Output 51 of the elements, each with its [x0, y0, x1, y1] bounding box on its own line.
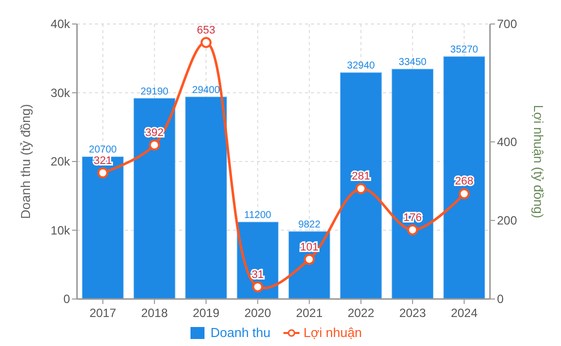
bar [185, 96, 227, 300]
x-tick-label: 2017 [89, 306, 116, 320]
point [200, 36, 212, 48]
point [407, 224, 418, 236]
y2-tick-label: 400 [497, 135, 518, 150]
data-label: 33450 [398, 57, 427, 68]
data-label: 176 [403, 212, 422, 224]
data-label: 32940 [347, 60, 376, 72]
y2-tick-label: 700 [497, 17, 518, 32]
x-tick-label: 2024 [450, 306, 478, 320]
data-label: 653 [196, 24, 216, 36]
y2-tick-label: 200 [497, 214, 518, 228]
x-tick-label: 2022 [348, 306, 375, 320]
data-label: 29400 [192, 84, 220, 96]
data-label: 20700 [88, 144, 118, 156]
point [252, 281, 264, 292]
x-tick-label: 2019 [192, 306, 220, 320]
x-tick-label: 2023 [399, 306, 426, 320]
data-label: 321 [94, 154, 112, 167]
data-label: 31 [252, 268, 264, 281]
legend-label: Doanh thu [210, 325, 270, 340]
y-tick-label: 30k [50, 86, 71, 100]
y-tick-label: 40k [50, 17, 71, 32]
y2-tick-label: 0 [497, 292, 504, 306]
data-label: 268 [455, 176, 474, 188]
legend-label: Lợi nhuận [304, 325, 362, 340]
y-tick-label: 0 [63, 292, 70, 306]
point [458, 188, 470, 200]
point [355, 183, 366, 194]
x-tick-label: 2020 [244, 306, 272, 320]
data-label: 9822 [298, 219, 321, 230]
x-tick-label: 2018 [141, 306, 168, 320]
y-tick-label: 20k [50, 154, 71, 169]
data-label: 281 [352, 170, 370, 183]
bar [236, 222, 279, 300]
point [148, 140, 160, 150]
y-axis-title: Doanh thu (tỷ đồng) [18, 104, 33, 219]
x-tick-label: 2021 [296, 306, 323, 320]
data-label: 101 [300, 241, 318, 254]
bar [134, 98, 176, 300]
bar [443, 56, 486, 300]
data-label: 29190 [140, 86, 169, 98]
bar [340, 72, 382, 300]
y2-axis-title: Lợi nhuận (tỷ đồng) [531, 104, 546, 218]
bar [392, 68, 434, 300]
data-label: 11200 [244, 210, 272, 221]
point [304, 254, 315, 265]
data-label: 35270 [450, 44, 479, 56]
point [97, 167, 108, 178]
y-tick-label: 10k [50, 223, 71, 238]
bar [82, 156, 124, 300]
